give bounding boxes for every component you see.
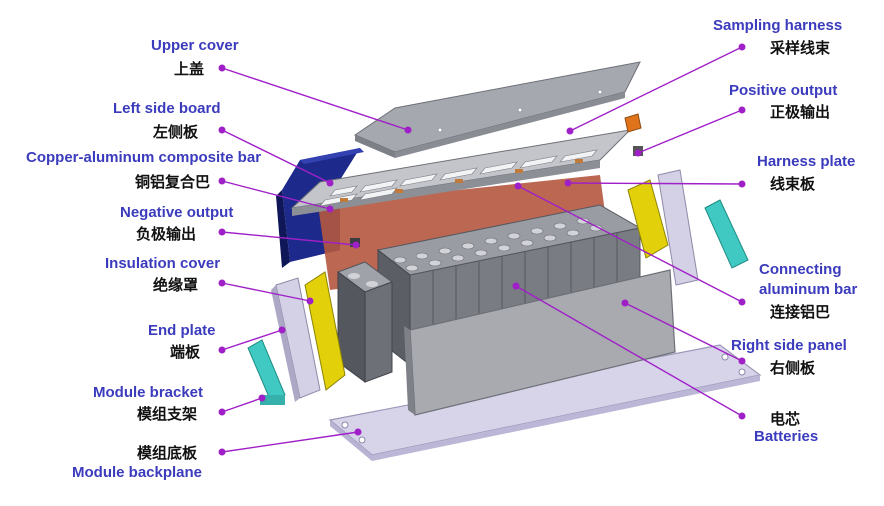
batteries-label-en: Batteries: [754, 428, 819, 445]
negative-output-label-zh: 负极输出: [136, 225, 197, 243]
left-side-board-label-en: Left side board: [113, 100, 221, 117]
connecting-aluminum-bar-label-zh: 连接铝巴: [770, 303, 831, 321]
connecting-aluminum-bar-label-en-2: aluminum bar: [759, 281, 858, 298]
end-plate-left: [271, 277, 321, 402]
module-backplane-label-en: Module backplane: [72, 464, 203, 481]
module-bracket-right: [704, 199, 749, 269]
single-cell-part: [336, 261, 394, 383]
upper-cover-label-zh: 上盖: [174, 60, 205, 78]
insulation-cover-label-zh: 绝缘罩: [153, 276, 199, 294]
sampling-harness-label-en: Sampling harness: [713, 17, 843, 34]
left-side-board-label-zh: 左侧板: [153, 123, 199, 141]
positive-output-part: [624, 113, 643, 156]
end-plate-label-zh: 端板: [170, 343, 201, 361]
positive-output-label-en: Positive output: [729, 82, 838, 99]
module-bracket-left: [247, 339, 286, 405]
upper-cover-label-en: Upper cover: [151, 37, 239, 54]
sampling-harness-label-zh: 采样线束: [770, 39, 831, 57]
harness-plate-part: [290, 129, 632, 216]
harness-plate-label-en: Harness plate: [757, 153, 856, 170]
leader-dots: [218, 43, 746, 456]
insulation-cover-label-en: Insulation cover: [105, 255, 221, 272]
right-side-panel-label-en: Right side panel: [731, 337, 847, 354]
upper-cover-part: [353, 61, 641, 158]
batteries-label-zh: 电芯: [770, 410, 801, 428]
right-side-panel-label-zh: 右侧板: [770, 359, 816, 377]
right-side-panel-part: [404, 269, 676, 416]
negative-output-label-en: Negative output: [120, 204, 234, 221]
insulation-cover-left: [304, 271, 346, 391]
harness-plate-label-zh: 线束板: [770, 175, 816, 193]
module-backplane-label-zh: 模组底板: [137, 444, 198, 462]
positive-output-label-zh: 正极输出: [770, 103, 831, 121]
end-plate-right: [657, 169, 699, 286]
module-bracket-label-en: Module bracket: [93, 384, 204, 401]
end-plate-label-en: End plate: [148, 322, 216, 339]
copper-aluminum-bar-label-en: Copper-aluminum composite bar: [26, 149, 262, 166]
copper-aluminum-bar-label-zh: 铜铝复合巴: [135, 173, 211, 191]
module-backplane-part: [328, 344, 762, 461]
leader-lines: [221, 46, 743, 453]
module-bracket-label-zh: 模组支架: [137, 405, 198, 423]
connecting-aluminum-bar-label-en-1: Connecting: [759, 261, 842, 278]
